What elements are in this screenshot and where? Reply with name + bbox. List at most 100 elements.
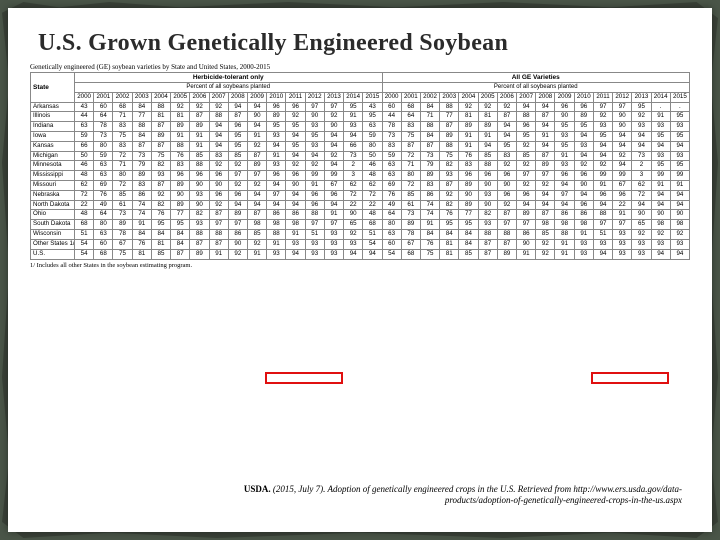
data-cell: 89 [459, 122, 478, 132]
data-cell: 93 [324, 249, 343, 259]
data-cell: 22 [363, 200, 382, 210]
data-cell: 94 [209, 122, 228, 132]
data-cell: 91 [555, 151, 574, 161]
data-cell: 93 [305, 122, 324, 132]
data-cell: 87 [536, 112, 555, 122]
data-cell: 76 [132, 239, 151, 249]
table-row: Arkansas43606884889292929494969697979543… [31, 102, 690, 112]
data-cell: 84 [459, 239, 478, 249]
data-cell: 82 [151, 200, 170, 210]
data-cell: 88 [305, 210, 324, 220]
data-cell: 60 [94, 102, 113, 112]
data-cell: 95 [286, 122, 305, 132]
data-cell: 94 [324, 161, 343, 171]
data-cell: 83 [171, 161, 190, 171]
data-cell: 94 [651, 249, 670, 259]
data-cell: 98 [247, 220, 266, 230]
data-cell: 64 [94, 210, 113, 220]
data-cell: 72 [632, 190, 651, 200]
data-cell: 93 [286, 239, 305, 249]
data-cell: 83 [382, 141, 401, 151]
data-cell: 93 [651, 122, 670, 132]
data-cell: 63 [382, 171, 401, 181]
data-cell: 92 [286, 112, 305, 122]
data-cell: 89 [267, 112, 286, 122]
data-cell: 88 [151, 102, 170, 112]
data-cell: 94 [593, 249, 612, 259]
data-cell: 93 [593, 239, 612, 249]
data-cell: 73 [382, 131, 401, 141]
data-cell: 98 [536, 220, 555, 230]
data-cell: 92 [497, 102, 516, 112]
data-cell: 81 [478, 112, 497, 122]
group-header-row: State Herbicide-tolerant only All GE Var… [31, 73, 690, 83]
data-cell: 92 [247, 181, 266, 191]
data-cell: 83 [113, 122, 132, 132]
data-cell: 91 [459, 131, 478, 141]
data-cell: 89 [401, 220, 420, 230]
data-cell: 80 [401, 171, 420, 181]
data-cell: 3 [632, 171, 651, 181]
data-cell: 89 [420, 171, 439, 181]
data-cell: 85 [113, 190, 132, 200]
data-cell: 92 [517, 181, 536, 191]
table-row: Iowa597375848991919495919394959494597375… [31, 131, 690, 141]
data-cell: 91 [247, 249, 266, 259]
data-cell: 95 [517, 131, 536, 141]
group-header-all: All GE Varieties [382, 73, 690, 83]
data-cell: 87 [497, 210, 516, 220]
data-cell: 83 [113, 141, 132, 151]
data-cell: 98 [286, 220, 305, 230]
data-cell: 97 [228, 220, 247, 230]
data-cell: 95 [555, 122, 574, 132]
data-cell: 94 [593, 200, 612, 210]
data-cell: 91 [190, 131, 209, 141]
data-cell: 95 [151, 220, 170, 230]
data-cell: 72 [363, 190, 382, 200]
data-cell: 98 [267, 220, 286, 230]
data-cell: 62 [75, 181, 94, 191]
data-cell: 94 [593, 151, 612, 161]
data-cell: 51 [75, 230, 94, 240]
data-cell: 59 [382, 151, 401, 161]
data-cell: 88 [440, 141, 459, 151]
data-cell: 96 [305, 190, 324, 200]
data-cell: 72 [344, 190, 363, 200]
data-cell: 50 [75, 151, 94, 161]
data-cell: 73 [132, 151, 151, 161]
year-header: 2004 [459, 92, 478, 102]
data-cell: 75 [440, 151, 459, 161]
data-cell: 2 [344, 161, 363, 171]
data-cell: 86 [420, 190, 439, 200]
data-cell: 94 [574, 190, 593, 200]
page-title: U.S. Grown Genetically Engineered Soybea… [8, 8, 712, 63]
data-cell: 99 [593, 171, 612, 181]
data-cell: 92 [497, 200, 516, 210]
data-cell: 97 [497, 220, 516, 230]
state-header: State [31, 73, 75, 103]
data-cell: 68 [94, 249, 113, 259]
data-cell: 92 [593, 161, 612, 171]
data-cell: 84 [132, 102, 151, 112]
data-cell: 95 [574, 122, 593, 132]
data-cell: 64 [401, 112, 420, 122]
data-cell: 83 [459, 161, 478, 171]
data-cell: 94 [613, 141, 632, 151]
data-cell: 66 [344, 141, 363, 151]
data-cell: 85 [517, 151, 536, 161]
year-header: 2003 [132, 92, 151, 102]
data-cell: 92 [228, 249, 247, 259]
data-cell: 95 [651, 131, 670, 141]
state-cell: Wisconsin [31, 230, 75, 240]
data-cell: 91 [574, 230, 593, 240]
data-cell: 97 [613, 102, 632, 112]
data-cell: 44 [382, 112, 401, 122]
data-cell: 91 [324, 210, 343, 220]
data-cell: 92 [324, 151, 343, 161]
data-cell: 64 [382, 210, 401, 220]
data-cell: 90 [286, 181, 305, 191]
data-cell: 95 [670, 161, 689, 171]
data-cell: 95 [171, 220, 190, 230]
data-cell: 96 [209, 190, 228, 200]
data-cell: 87 [171, 249, 190, 259]
